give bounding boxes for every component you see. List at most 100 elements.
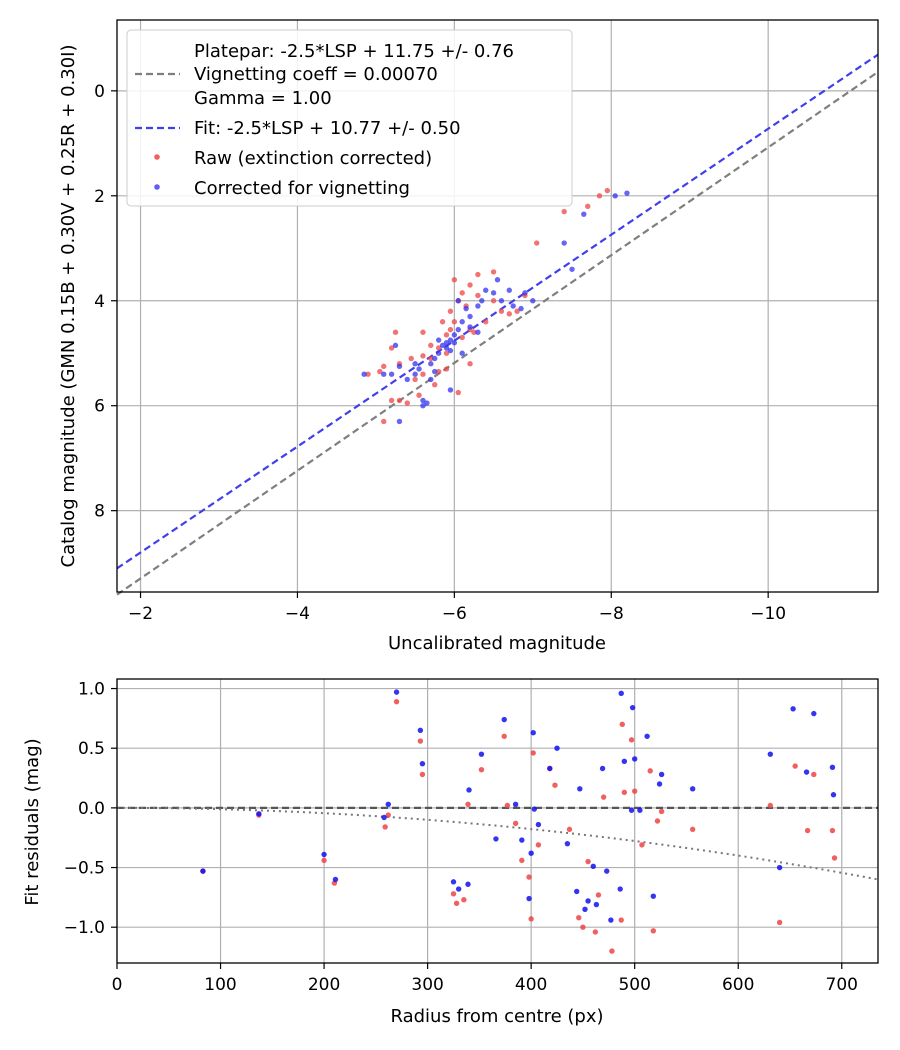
legend-handle-corrected — [154, 184, 160, 190]
top-raw-point — [381, 418, 387, 425]
top-x-tick-label: −4 — [285, 604, 310, 624]
legend-label-corrected: Corrected for vignetting — [194, 178, 410, 199]
bottom-raw-point — [829, 827, 836, 834]
bottom-corrected-point — [455, 886, 462, 892]
top-corrected-point — [455, 326, 461, 333]
bottom-corrected-point — [577, 786, 583, 792]
top-raw-point — [404, 400, 410, 406]
bottom-raw-point — [530, 750, 536, 756]
bottom-raw-point — [654, 818, 661, 824]
bottom-corrected-point — [803, 769, 810, 775]
top-raw-point — [490, 269, 497, 275]
bottom-corrected-point — [590, 863, 596, 870]
legend-label-raw: Raw (extinction corrected) — [194, 148, 432, 169]
top-y-tick-label: 8 — [94, 502, 105, 522]
legend-label-fit: Fit: -2.5*LSP + 10.77 +/- 0.50 — [194, 118, 461, 139]
top-raw-point — [459, 334, 465, 341]
top-raw-point — [475, 292, 481, 299]
bottom-raw-point — [618, 917, 624, 923]
top-corrected-point — [455, 298, 461, 304]
top-corrected-point — [467, 324, 473, 330]
top-corrected-point — [435, 350, 442, 356]
top-corrected-point — [435, 337, 442, 343]
legend-label-vignetting: Vignetting coeff = 0.00070 — [194, 64, 438, 85]
top-raw-point — [412, 376, 418, 383]
bottom-corrected-point — [465, 881, 471, 887]
top-raw-point — [498, 308, 505, 314]
top-corrected-point — [412, 371, 418, 377]
top-y-axis-label: Catalog magnitude (GMN 0.15B + 0.30V + 0… — [58, 44, 79, 567]
top-corrected-point — [443, 345, 450, 351]
bottom-raw-point — [512, 820, 519, 827]
bottom-raw-point — [595, 892, 602, 898]
bottom-raw-point — [811, 771, 817, 778]
bottom-x-axis-label: Radius from centre (px) — [390, 1006, 603, 1027]
top-raw-point — [408, 355, 414, 362]
top-raw-point — [428, 342, 434, 349]
bottom-raw-point — [382, 824, 388, 830]
bottom-corrected-point — [321, 851, 327, 858]
bottom-grid — [116, 679, 878, 963]
top-raw-point — [420, 329, 426, 335]
legend-handle-raw — [154, 154, 160, 160]
bottom-vignetting-curve — [116, 806, 879, 881]
top-raw-point — [365, 371, 371, 377]
bottom-plot-frame — [116, 678, 879, 964]
bottom-x-tick-label: 400 — [515, 975, 547, 995]
bottom-raw-point — [619, 721, 625, 728]
top-raw-point — [439, 319, 446, 325]
top-raw-point — [475, 271, 481, 278]
top-corrected-point — [424, 400, 430, 406]
bottom-corrected-point — [393, 689, 400, 695]
bottom-corrected-point — [599, 765, 606, 772]
top-raw-point — [420, 353, 426, 359]
top-corrected-point — [420, 403, 426, 409]
bottom-raw-point — [419, 771, 426, 778]
top-raw-point — [561, 208, 567, 215]
bottom-axis-ticks: 0 100 200 300 400 500 600 700 1.0 0.5 0.0 −0.5 −1.0 — [64, 680, 858, 995]
top-corrected-point — [439, 342, 446, 349]
top-x-axis-label: Uncalibrated magnitude — [388, 633, 606, 654]
top-corrected-point — [467, 313, 473, 320]
top-y-tick-label: 0 — [94, 82, 105, 102]
bottom-raw-point — [792, 763, 798, 769]
top-corrected-point — [447, 337, 454, 343]
bottom-corrected-point — [419, 761, 426, 767]
bottom-raw-point — [580, 924, 586, 930]
top-y-tick-label: 6 — [94, 397, 105, 417]
top-corrected-point — [463, 305, 469, 312]
top-corrected-point — [404, 376, 410, 383]
top-corrected-point — [581, 211, 587, 217]
top-x-tick-label: −10 — [750, 604, 786, 624]
bottom-raw-point — [592, 929, 599, 935]
bottom-raw-point — [465, 801, 471, 807]
top-corrected-point — [416, 366, 422, 372]
top-plot-frame — [116, 19, 879, 593]
top-raw-point — [435, 345, 442, 351]
bottom-raw-point — [501, 733, 507, 739]
top-scatter-points — [361, 187, 630, 425]
top-raw-point — [388, 397, 395, 404]
bottom-raw-point — [609, 948, 615, 954]
top-raw-point — [432, 382, 438, 388]
top-raw-point — [392, 329, 399, 335]
top-corrected-point — [420, 397, 426, 404]
bottom-x-tick-label: 700 — [826, 975, 858, 995]
bottom-raw-point — [461, 897, 467, 903]
bottom-corrected-point — [637, 807, 643, 813]
legend-label-gamma: Gamma = 1.00 — [194, 88, 332, 109]
bottom-corrected-point — [528, 850, 534, 856]
bottom-raw-point — [453, 900, 460, 907]
bottom-raw-point — [650, 928, 657, 934]
bottom-raw-point — [831, 855, 838, 861]
top-corrected-point — [624, 190, 630, 196]
bottom-corrected-point — [644, 733, 650, 739]
bottom-raw-point — [519, 857, 525, 864]
top-raw-point — [447, 326, 454, 333]
bottom-raw-point — [631, 788, 638, 794]
top-line-fit — [116, 53, 879, 570]
top-raw-point — [506, 311, 512, 317]
top-corrected-point — [388, 371, 395, 377]
bottom-raw-point — [552, 782, 558, 788]
